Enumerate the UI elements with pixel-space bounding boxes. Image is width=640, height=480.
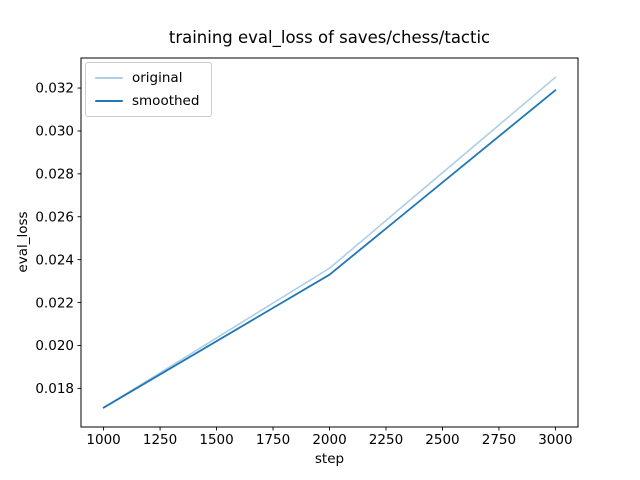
y-tick-label: 0.032 bbox=[35, 81, 74, 97]
x-tick-label: 2000 bbox=[312, 432, 346, 448]
x-tick-label: 1000 bbox=[86, 432, 120, 448]
y-tick-label: 0.028 bbox=[35, 167, 74, 183]
y-axis-label: eval_loss bbox=[15, 211, 31, 273]
y-tick-label: 0.020 bbox=[35, 338, 74, 354]
y-tick-label: 0.018 bbox=[35, 381, 74, 397]
x-tick-label: 1750 bbox=[256, 432, 290, 448]
axes-spines bbox=[80, 57, 579, 428]
x-tick-label: 2250 bbox=[369, 432, 403, 448]
legend-item-original: original bbox=[95, 70, 199, 86]
x-tick-label: 3000 bbox=[538, 432, 572, 448]
legend-line-swatch-smoothed bbox=[95, 100, 123, 102]
x-tick-label: 1250 bbox=[143, 432, 177, 448]
legend-line-swatch-original bbox=[95, 77, 123, 79]
chart-title: training eval_loss of saves/chess/tactic bbox=[168, 28, 491, 47]
y-tick-label: 0.024 bbox=[35, 252, 74, 268]
x-axis-label: step bbox=[314, 451, 345, 467]
x-tick-label: 1500 bbox=[199, 432, 233, 448]
legend: original smoothed bbox=[85, 62, 213, 117]
x-tick-label: 2750 bbox=[482, 432, 516, 448]
legend-label-smoothed: smoothed bbox=[132, 93, 200, 109]
series-line-smoothed bbox=[102, 89, 557, 409]
y-tick-label: 0.026 bbox=[35, 209, 74, 225]
series-line-original bbox=[102, 76, 557, 409]
x-tick-label: 2500 bbox=[425, 432, 459, 448]
legend-item-smoothed: smoothed bbox=[95, 93, 199, 109]
legend-label-original: original bbox=[132, 70, 183, 86]
y-tick-label: 0.030 bbox=[35, 124, 74, 140]
y-tick-label: 0.022 bbox=[35, 295, 74, 311]
